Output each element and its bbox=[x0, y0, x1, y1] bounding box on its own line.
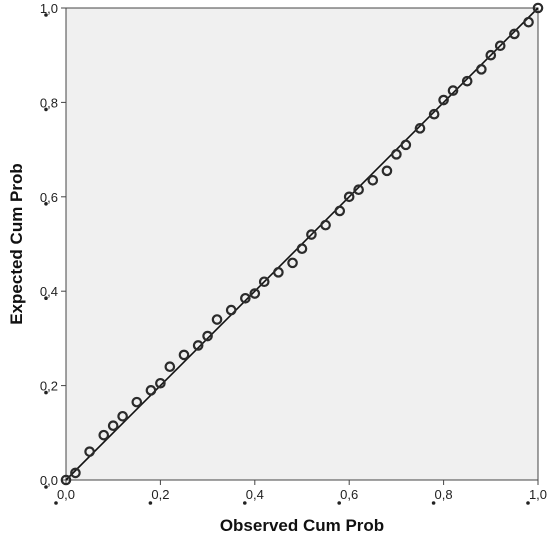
data-point bbox=[296, 243, 308, 255]
y-tick-dot bbox=[44, 390, 48, 395]
data-point bbox=[447, 85, 459, 96]
data-point bbox=[367, 174, 379, 186]
data-point bbox=[258, 276, 270, 288]
y-tick-label: 0,8 bbox=[40, 95, 58, 110]
data-point bbox=[400, 139, 412, 151]
data-point bbox=[461, 75, 473, 87]
y-tick-label: 0,6 bbox=[40, 190, 58, 205]
x-tick-dot bbox=[243, 501, 247, 505]
ticks-layer: 0,00,0 0,2 0,2 0,4 0,4 0,6 0,6 0,8 0,8 1,0 1,0 bbox=[40, 1, 547, 505]
points-layer bbox=[60, 2, 544, 486]
data-point bbox=[84, 446, 95, 457]
data-point bbox=[494, 40, 506, 52]
data-point bbox=[476, 64, 487, 75]
x-axis-title: Observed Cum Prob bbox=[220, 516, 384, 535]
data-point bbox=[485, 49, 497, 61]
y-tick-label: 0,0 bbox=[40, 473, 58, 488]
data-point bbox=[164, 361, 176, 373]
y-tick-dot bbox=[44, 202, 48, 206]
data-point bbox=[343, 191, 355, 203]
data-point bbox=[131, 396, 143, 408]
x-tick-dot bbox=[526, 501, 530, 505]
data-point bbox=[381, 165, 393, 177]
x-tick-label: 0,0 bbox=[57, 487, 75, 502]
y-axis-title: Expected Cum Prob bbox=[7, 163, 26, 325]
x-tick-label: 0,2 bbox=[151, 487, 169, 502]
data-point bbox=[192, 340, 204, 351]
data-point bbox=[523, 16, 534, 28]
data-point bbox=[306, 229, 317, 240]
data-point bbox=[155, 377, 166, 389]
data-point bbox=[391, 149, 402, 160]
data-point bbox=[273, 267, 284, 278]
y-tick-dot bbox=[44, 485, 48, 489]
x-tick-label: 0,8 bbox=[435, 487, 453, 502]
data-point bbox=[438, 94, 449, 106]
data-point bbox=[225, 304, 237, 316]
x-tick-dot bbox=[54, 501, 58, 505]
y-tick-dot bbox=[44, 107, 48, 112]
y-tick-label: 0,4 bbox=[40, 284, 58, 299]
data-point bbox=[117, 410, 128, 422]
data-point bbox=[249, 288, 261, 299]
data-point bbox=[211, 314, 223, 325]
y-tick-dot bbox=[44, 296, 48, 301]
data-point bbox=[428, 108, 440, 120]
x-tick-label: 0,4 bbox=[246, 487, 264, 502]
data-point bbox=[145, 385, 157, 396]
data-point bbox=[334, 205, 346, 217]
y-tick-label: 0,2 bbox=[40, 379, 58, 394]
data-point bbox=[532, 2, 544, 14]
data-point bbox=[240, 292, 251, 304]
y-tick-label: 1,0 bbox=[40, 1, 58, 16]
data-point bbox=[414, 123, 426, 134]
x-tick-label: 1,0 bbox=[529, 487, 547, 502]
y-tick-dot bbox=[44, 13, 48, 17]
data-point bbox=[60, 474, 72, 486]
x-tick-dot bbox=[148, 501, 153, 505]
data-point bbox=[353, 184, 364, 196]
data-point bbox=[98, 429, 110, 441]
x-tick-label: 0,6 bbox=[340, 487, 358, 502]
data-point bbox=[287, 257, 298, 269]
data-point bbox=[509, 28, 520, 40]
data-point bbox=[70, 467, 81, 479]
data-point bbox=[320, 219, 331, 231]
x-tick-dot bbox=[431, 501, 436, 505]
data-point bbox=[107, 420, 119, 432]
data-point bbox=[178, 349, 190, 361]
data-point bbox=[202, 330, 213, 342]
x-tick-dot bbox=[337, 501, 342, 505]
